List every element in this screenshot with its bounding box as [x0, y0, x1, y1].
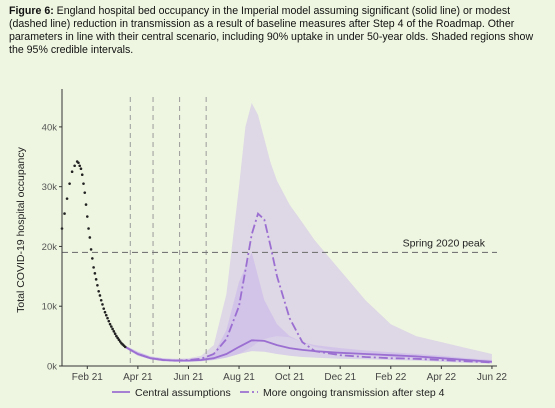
x-tick-label: Oct 21: [275, 372, 305, 383]
series-line-more-transmission: [124, 211, 492, 364]
observed-points: [60, 160, 127, 349]
observed-point: [92, 266, 95, 269]
observed-point: [87, 227, 90, 230]
series-lines: [124, 211, 492, 364]
observed-point: [98, 294, 102, 297]
observed-point: [113, 332, 117, 336]
y-tick-labels: 0k 10k 20k 30k 40k: [42, 122, 62, 373]
observed-point: [77, 161, 80, 165]
observed-point: [102, 307, 106, 310]
observed-point: [108, 322, 112, 326]
observed-point: [65, 197, 69, 200]
credible-interval-bands: [125, 103, 492, 364]
spring-2020-peak-label: Spring 2020 peak: [403, 237, 486, 249]
observed-point: [89, 248, 93, 251]
x-tick-label: Apr 22: [427, 372, 457, 383]
observed-point: [111, 327, 114, 331]
credible-band-more-transmission: [125, 103, 492, 362]
legend-label-central: Central assumptions: [135, 387, 231, 399]
observed-point: [94, 278, 98, 281]
observed-point: [79, 167, 83, 171]
observed-point: [104, 313, 108, 317]
observed-point: [110, 325, 113, 328]
observed-point: [101, 303, 104, 306]
observed-point: [78, 164, 82, 168]
y-tick-label: 0k: [47, 362, 57, 373]
observed-point: [68, 182, 71, 185]
observed-point: [99, 298, 103, 302]
y-tick-label: 30k: [42, 182, 58, 193]
observed-point: [80, 173, 84, 177]
observed-point: [85, 215, 89, 218]
x-tick-label: Feb 22: [375, 372, 407, 383]
observed-point: [73, 164, 76, 168]
observed-point: [70, 170, 74, 174]
legend: Central assumptions More ongoing transmi…: [112, 387, 445, 399]
x-tick-label: Feb 21: [72, 372, 104, 383]
observed-point: [112, 330, 116, 333]
x-tick-labels: Feb 21 Apr 21 Jun 21 Aug 21 Oct 21 Dec 21 Feb …: [72, 366, 507, 383]
series-line-central: [124, 339, 492, 363]
observed-point: [96, 284, 99, 287]
caption-text: England hospital bed occupancy in the Im…: [9, 5, 534, 56]
observed-point: [83, 191, 87, 194]
y-tick-label: 20k: [42, 242, 58, 253]
observed-point: [88, 236, 92, 239]
y-tick-label: 10k: [42, 302, 58, 313]
observed-point: [91, 257, 94, 260]
observed-point: [103, 310, 107, 314]
axes: [61, 89, 497, 367]
x-tick-label: Aug 21: [223, 372, 255, 383]
x-tick-label: Dec 21: [324, 372, 356, 383]
legend-label-more-transmission: More ongoing transmission after step 4: [263, 387, 445, 399]
observed-point: [123, 345, 127, 349]
observed-point: [106, 316, 109, 320]
observed-point: [84, 203, 88, 206]
y-axis-label: Total COVID-19 hospital occupancy: [15, 146, 27, 312]
observed-point: [82, 182, 85, 185]
x-tick-label: Jun 22: [477, 372, 507, 383]
observed-point: [97, 289, 100, 293]
caption-label: Figure 6:: [9, 5, 54, 17]
observed-point: [63, 212, 66, 215]
reference-line-group: Spring 2020 peak: [62, 237, 497, 254]
observed-point: [93, 272, 97, 275]
x-tick-label: Apr 21: [123, 372, 153, 383]
x-tick-label: Jun 21: [173, 372, 203, 383]
step-lines: [129, 97, 207, 366]
figure-caption: Figure 6: England hospital bed occupancy…: [9, 5, 549, 57]
observed-point: [107, 319, 111, 323]
y-tick-label: 40k: [42, 122, 58, 133]
